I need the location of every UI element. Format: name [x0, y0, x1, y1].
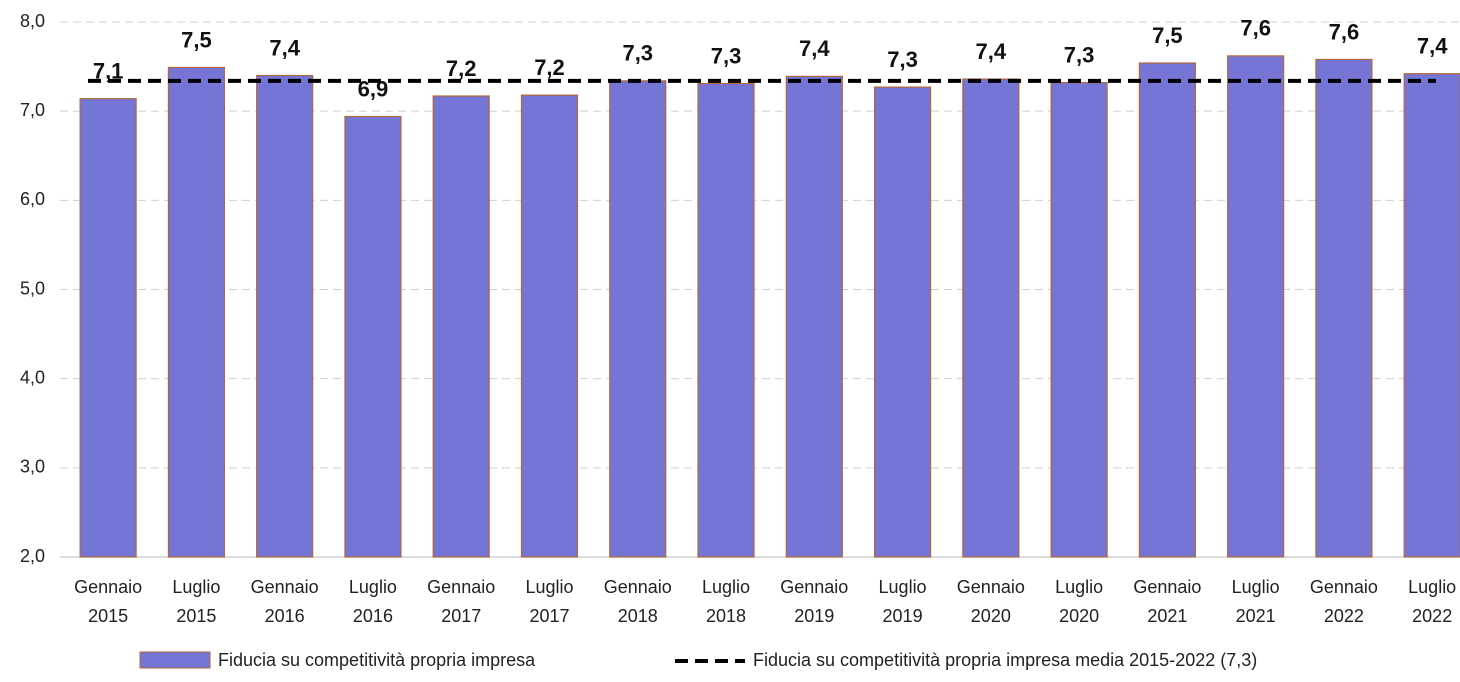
- bar: [1403, 73, 1460, 558]
- bar: [873, 86, 932, 558]
- x-tick-label: 2021: [1236, 606, 1276, 626]
- value-label: 7,6: [1329, 19, 1360, 44]
- x-tick-label: Luglio: [1055, 577, 1103, 597]
- y-tick-label: 4,0: [20, 367, 45, 387]
- x-tick-label: Luglio: [349, 577, 397, 597]
- x-tick-label: 2020: [971, 606, 1011, 626]
- y-tick-label: 7,0: [20, 100, 45, 120]
- value-label: 7,3: [622, 41, 653, 66]
- x-tick-label: 2015: [176, 606, 216, 626]
- x-tick-label: 2017: [441, 606, 481, 626]
- x-tick-label: Gennaio: [604, 577, 672, 597]
- y-tick-label: 6,0: [20, 189, 45, 209]
- x-tick-label: Gennaio: [251, 577, 319, 597]
- x-tick-label: Luglio: [525, 577, 573, 597]
- x-tick-label: Gennaio: [1133, 577, 1201, 597]
- x-tick-label: 2019: [794, 606, 834, 626]
- x-tick-label: Gennaio: [1310, 577, 1378, 597]
- legend-label: Fiducia su competitività propria impresa…: [753, 650, 1257, 670]
- x-tick-label: 2016: [353, 606, 393, 626]
- x-tick-label: Gennaio: [957, 577, 1025, 597]
- value-label: 7,5: [1152, 23, 1183, 48]
- x-tick-label: 2018: [618, 606, 658, 626]
- x-tick-label: 2020: [1059, 606, 1099, 626]
- x-tick-label: Gennaio: [780, 577, 848, 597]
- x-tick-label: 2022: [1412, 606, 1452, 626]
- value-label: 7,3: [1064, 42, 1095, 67]
- value-label: 7,2: [446, 56, 477, 81]
- bar: [167, 66, 226, 558]
- x-tick-label: 2015: [88, 606, 128, 626]
- value-label: 7,2: [534, 55, 565, 80]
- value-label: 7,4: [976, 39, 1007, 64]
- bar: [962, 78, 1020, 558]
- bar: [1138, 62, 1196, 558]
- x-tick-label: Luglio: [172, 577, 220, 597]
- value-label: 7,5: [181, 27, 212, 52]
- y-tick-label: 2,0: [20, 546, 45, 566]
- legend-swatch: [139, 651, 211, 669]
- bar: [1050, 82, 1108, 558]
- x-tick-label: Gennaio: [74, 577, 142, 597]
- bar: [344, 115, 402, 558]
- bar: [1315, 58, 1373, 558]
- bar: [520, 94, 579, 558]
- y-tick-label: 8,0: [20, 11, 45, 31]
- x-tick-label: Luglio: [1232, 577, 1280, 597]
- bar: [697, 82, 755, 558]
- value-label: 7,4: [1417, 34, 1448, 59]
- value-label: 7,4: [269, 35, 300, 60]
- bar: [79, 98, 137, 558]
- value-label: 7,6: [1240, 16, 1271, 41]
- x-tick-label: Luglio: [702, 577, 750, 597]
- x-tick-label: Luglio: [1408, 577, 1456, 597]
- x-tick-label: 2019: [883, 606, 923, 626]
- x-tick-label: Luglio: [879, 577, 927, 597]
- value-label: 7,3: [711, 43, 742, 68]
- bar: [1227, 55, 1285, 558]
- x-tick-label: Gennaio: [427, 577, 495, 597]
- y-tick-label: 5,0: [20, 278, 45, 298]
- value-label: 7,3: [887, 47, 918, 72]
- x-tick-label: 2022: [1324, 606, 1364, 626]
- legend-label: Fiducia su competitività propria impresa: [218, 650, 536, 670]
- x-tick-label: 2016: [265, 606, 305, 626]
- bar: [256, 74, 314, 558]
- bar: [785, 75, 843, 558]
- bar: [609, 80, 667, 558]
- bar: [432, 95, 490, 558]
- x-tick-label: 2018: [706, 606, 746, 626]
- value-label: 7,4: [799, 36, 830, 61]
- x-tick-label: 2021: [1147, 606, 1187, 626]
- x-tick-label: 2017: [529, 606, 569, 626]
- y-tick-label: 3,0: [20, 457, 45, 477]
